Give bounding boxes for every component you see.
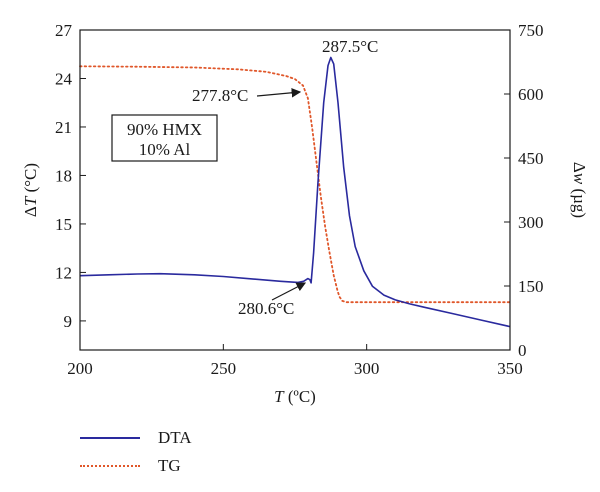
composition-box — [111, 114, 218, 162]
y-right-tick-label: 300 — [518, 213, 544, 232]
x-axis-label: T (ºC) — [274, 387, 316, 406]
legend-swatch-tg — [80, 465, 140, 467]
y-left-tick-label: 18 — [55, 166, 72, 185]
tg-series — [79, 65, 511, 304]
annotation-peak: 287.5°C — [322, 37, 378, 56]
legend-label-tg: TG — [158, 456, 181, 475]
y-right-tick-label: 150 — [518, 277, 544, 296]
arrow-onset-dta — [271, 282, 307, 301]
series-line-tg — [79, 65, 511, 304]
y-right-axis-label: Δw (µg) — [570, 162, 589, 218]
y-right-tick-label: 450 — [518, 149, 544, 168]
y-left-tick-label: 24 — [55, 69, 73, 88]
x-tick-label: 350 — [497, 359, 523, 378]
series-line-dta — [79, 56, 511, 328]
composition-line-1: 90% HMX — [127, 120, 202, 139]
legend-item-dta: DTA — [80, 428, 192, 448]
x-tick-label: 250 — [211, 359, 237, 378]
y-left-tick-label: 9 — [64, 312, 73, 331]
x-tick-label: 200 — [67, 359, 93, 378]
y-right-tick-label: 600 — [518, 85, 544, 104]
y-right-tick-label: 0 — [518, 341, 527, 360]
legend-swatch-dta — [80, 437, 140, 439]
y-left-tick-label: 12 — [55, 263, 72, 282]
x-tick-label: 300 — [354, 359, 380, 378]
y-left-axis-label: ΔT (°C) — [21, 163, 40, 217]
legend-label-dta: DTA — [158, 428, 192, 447]
composition-line-2: 10% Al — [139, 140, 191, 159]
legend-item-tg: TG — [80, 456, 181, 476]
dta-series — [79, 56, 511, 328]
y-left-tick-label: 27 — [55, 21, 73, 40]
y-left-tick-label: 21 — [55, 118, 72, 137]
annotation-onset-dta: 280.6°C — [238, 299, 294, 318]
axis-ticks: 200 250 300 350 9 12 15 18 21 24 27 0 150 300 450 600 75… — [55, 21, 544, 378]
y-left-tick-label: 15 — [55, 215, 72, 234]
arrow-onset-tg — [256, 87, 302, 98]
annotation-onset-tg: 277.8°C — [192, 86, 248, 105]
y-right-tick-label: 750 — [518, 21, 544, 40]
plot-frame — [79, 29, 511, 351]
